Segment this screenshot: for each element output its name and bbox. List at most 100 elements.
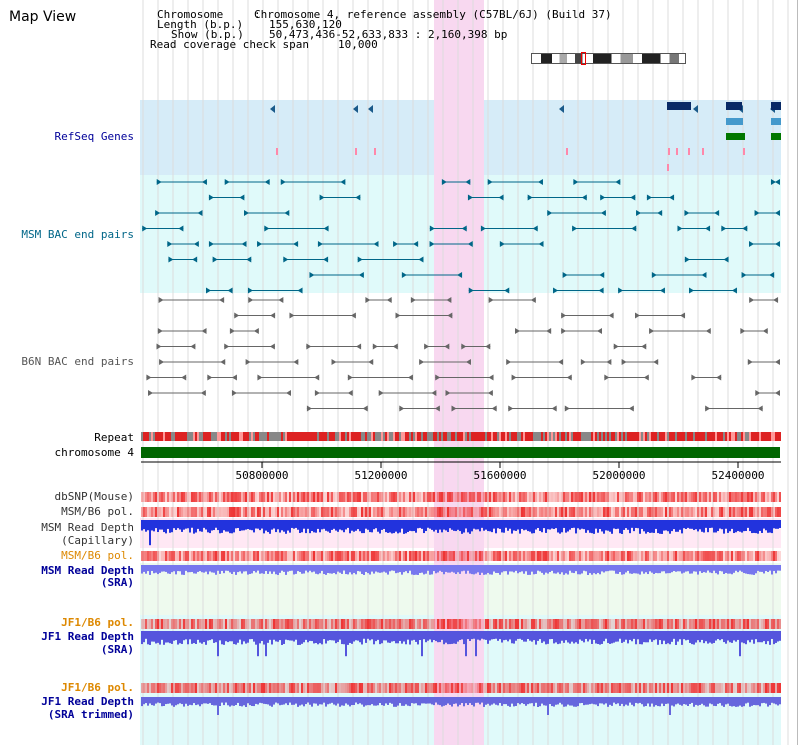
heat-cell: [523, 507, 525, 517]
depth-bar: [699, 565, 701, 572]
msm-depth-capillary-label[interactable]: MSM Read Depth: [41, 521, 134, 534]
heat-cell: [427, 492, 429, 502]
depth-bar: [441, 520, 443, 533]
chromosome-ideogram[interactable]: [531, 52, 686, 65]
heat-cell: [237, 683, 239, 693]
depth-bar: [299, 697, 301, 706]
heat-cell: [271, 619, 273, 629]
depth-bar: [221, 565, 223, 571]
heat-cell: [501, 683, 503, 693]
heat-cell: [545, 619, 547, 629]
depth-bar: [335, 697, 337, 706]
heat-cell: [587, 492, 589, 502]
depth-bar: [157, 697, 159, 703]
heat-cell: [435, 551, 437, 561]
heat-cell: [309, 492, 311, 502]
heat-cell: [167, 492, 169, 502]
heat-cell: [775, 551, 777, 561]
msm-bac-label[interactable]: MSM BAC end pairs: [21, 228, 134, 241]
heat-cell: [591, 551, 593, 561]
heat-cell: [777, 507, 779, 517]
bac-end-marker: [357, 256, 363, 263]
repeat-label[interactable]: Repeat: [94, 431, 134, 444]
heat-cell: [467, 551, 469, 561]
depth-bar: [451, 631, 453, 644]
depth-bar: [743, 631, 745, 644]
repeat-segment: [239, 432, 241, 441]
repeat-segment: [251, 432, 253, 441]
repeat-segment: [647, 432, 649, 441]
heat-cell: [373, 492, 375, 502]
heat-cell: [639, 551, 641, 561]
depth-bar: [219, 565, 221, 574]
depth-bar: [285, 520, 287, 534]
heat-cell: [349, 492, 351, 502]
heat-cell: [365, 492, 367, 502]
jf1-pol-trimmed-label[interactable]: JF1/B6 pol.: [61, 681, 134, 694]
repeat-segment: [677, 432, 679, 441]
depth-bar: [619, 631, 621, 639]
jf1-depth-trimmed-label[interactable]: JF1 Read Depth: [41, 695, 134, 708]
heat-cell: [743, 619, 745, 629]
dbsnp-label[interactable]: dbSNP(Mouse): [54, 490, 134, 503]
depth-bar: [593, 631, 595, 640]
heat-cell: [291, 551, 293, 561]
heat-cell: [625, 507, 627, 517]
depth-bar: [459, 520, 461, 532]
repeat-segment: [461, 432, 463, 441]
heat-cell: [745, 507, 747, 517]
depth-bar: [209, 697, 211, 704]
depth-bar: [741, 631, 743, 643]
jf1-pol-label[interactable]: JF1/B6 pol.: [61, 616, 134, 629]
depth-bar: [737, 697, 739, 707]
heat-cell: [439, 619, 441, 629]
heat-cell: [391, 619, 393, 629]
heat-cell: [419, 683, 421, 693]
repeat-segment: [313, 432, 315, 441]
heat-cell: [723, 507, 725, 517]
jf1-depth-sra-label[interactable]: JF1 Read Depth: [41, 630, 134, 643]
depth-bar: [773, 631, 775, 645]
msm-b6-pol-label[interactable]: MSM/B6 pol.: [61, 505, 134, 518]
msm-depth-sra-label[interactable]: MSM Read Depth: [41, 564, 134, 577]
heat-cell: [669, 507, 671, 517]
heat-cell: [565, 683, 567, 693]
depth-bar: [259, 565, 261, 574]
heat-cell: [699, 492, 701, 502]
heat-cell: [687, 492, 689, 502]
heat-cell: [595, 492, 597, 502]
refseq-label[interactable]: RefSeq Genes: [54, 130, 134, 143]
depth-bar: [241, 697, 243, 707]
heat-cell: [339, 619, 341, 629]
depth-bar: [249, 565, 251, 574]
heat-cell: [211, 492, 213, 502]
depth-bar: [377, 565, 379, 573]
heat-cell: [651, 492, 653, 502]
chromosome-label[interactable]: chromosome 4: [54, 446, 134, 459]
msm-b6-pol-sra-label[interactable]: MSM/B6 pol.: [61, 549, 134, 562]
heat-cell: [237, 619, 239, 629]
heat-cell: [737, 683, 739, 693]
heat-cell: [293, 683, 295, 693]
depth-bar: [225, 565, 227, 571]
depth-bar: [205, 697, 207, 704]
heat-cell: [395, 551, 397, 561]
heat-cell: [471, 619, 473, 629]
bac-end-marker: [621, 359, 627, 365]
depth-bar: [437, 631, 439, 643]
b6n-bac-label[interactable]: B6N BAC end pairs: [21, 355, 134, 368]
heat-cell: [185, 507, 187, 517]
heat-cell: [435, 619, 437, 629]
depth-bar: [343, 565, 345, 571]
heat-cell: [749, 492, 751, 502]
coverage-value: 10,000: [338, 38, 378, 51]
heat-cell: [727, 683, 729, 693]
heat-cell: [187, 507, 189, 517]
depth-bar: [725, 697, 727, 705]
depth-bar: [257, 631, 259, 657]
depth-bar: [477, 697, 479, 703]
depth-bar: [169, 631, 171, 644]
bac-end-marker: [465, 359, 471, 365]
depth-bar: [639, 631, 641, 645]
